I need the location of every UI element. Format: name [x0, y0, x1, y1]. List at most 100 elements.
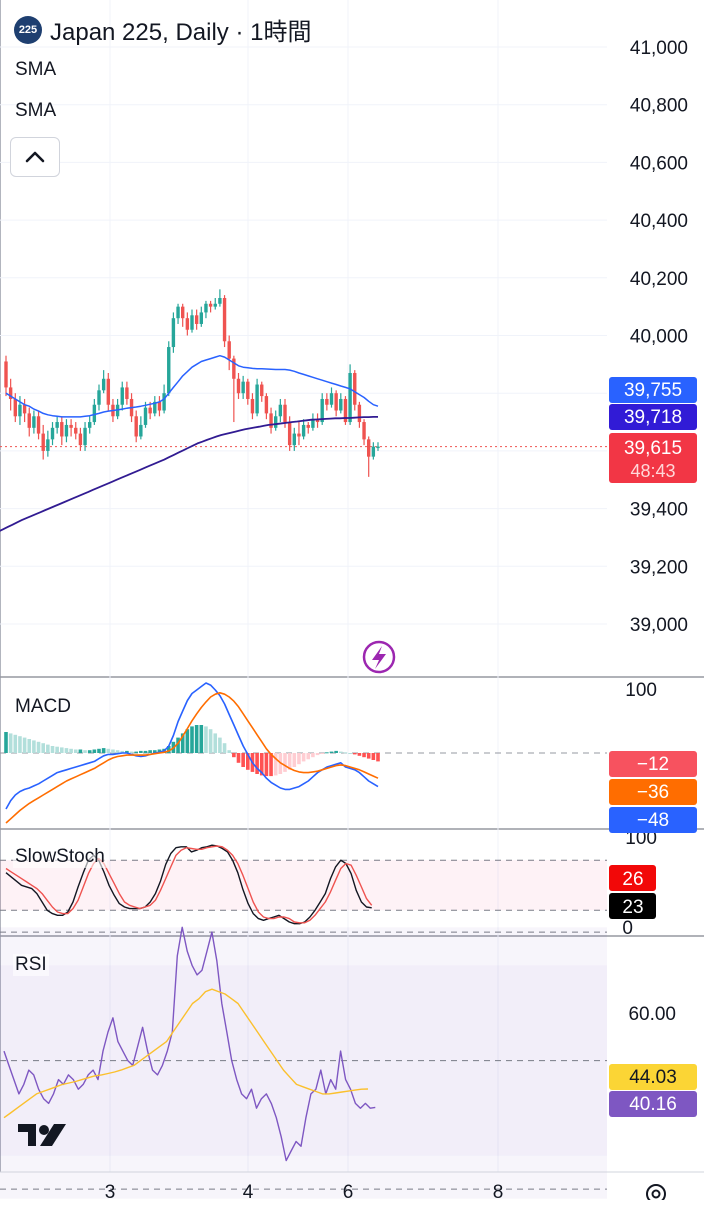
rsi-label[interactable]: RSI	[13, 954, 49, 976]
candle-body	[171, 318, 176, 348]
candle-body	[255, 384, 259, 414]
macd-histogram-bar	[83, 750, 87, 753]
macd-histogram-bar	[143, 750, 148, 753]
candle	[69, 419, 73, 437]
candle-body	[190, 315, 194, 330]
macd-histogram-bar	[125, 750, 129, 753]
candle	[301, 419, 306, 440]
macd-value-badge-bg	[609, 751, 697, 777]
macd-histogram-bar	[259, 753, 264, 776]
candle	[325, 393, 329, 411]
macd-histogram-bar	[111, 749, 115, 753]
macd-label[interactable]: MACD	[13, 696, 73, 718]
candle-body	[232, 358, 236, 379]
candle	[101, 370, 106, 394]
candle-body	[125, 387, 129, 399]
sma-label-1[interactable]: SMA	[15, 59, 57, 80]
collapse-indicators-button[interactable]	[10, 137, 60, 177]
lightning-icon[interactable]	[362, 640, 396, 674]
candle	[348, 364, 352, 425]
candle-body	[278, 404, 283, 417]
candle	[320, 393, 324, 425]
stoch-band	[0, 860, 607, 911]
sma-label-2[interactable]: SMA	[15, 100, 57, 121]
price-tick-label: 39,200	[630, 557, 688, 578]
macd-histogram-bar	[334, 750, 338, 753]
macd-histogram-bar	[180, 733, 185, 753]
candle-body	[97, 390, 101, 405]
macd-histogram-bar	[236, 753, 241, 763]
macd-histogram-bar	[8, 733, 13, 753]
macd-histogram-bar	[329, 751, 334, 753]
candle-body	[69, 424, 73, 428]
tradingview-logo[interactable]	[18, 1122, 70, 1155]
candle-body	[78, 433, 83, 446]
candle-body	[325, 398, 329, 405]
macd-histogram-bar	[232, 753, 236, 758]
macd-histogram-bar	[153, 750, 157, 753]
macd-histogram-bar	[27, 739, 32, 753]
gear-icon[interactable]	[644, 1180, 668, 1205]
candle	[306, 422, 310, 434]
macd-value-badge: −12	[609, 751, 697, 777]
stoch-k-line	[5, 844, 372, 925]
candle-body	[287, 422, 292, 446]
candle	[97, 384, 101, 411]
macd-histogram-bar	[190, 726, 194, 753]
rsi-value-badge: 40.16	[609, 1091, 697, 1117]
candle	[250, 393, 255, 420]
candle-body	[74, 427, 78, 434]
macd-histogram-bar	[366, 753, 371, 759]
candle-body	[329, 393, 334, 405]
candle-body	[292, 433, 296, 446]
candle-body	[357, 404, 362, 423]
candle	[204, 300, 208, 319]
candle	[27, 407, 31, 437]
candle	[362, 419, 366, 446]
chevron-up-icon	[25, 151, 45, 163]
candle	[190, 309, 194, 333]
macd-histogram-bar	[139, 750, 143, 753]
candle-body	[176, 306, 180, 319]
candle-body	[162, 393, 166, 411]
stoch-value-badge	[609, 865, 656, 891]
macd-value-badge-text: −48	[637, 810, 669, 831]
stoch-label[interactable]: SlowStoch	[13, 846, 107, 868]
candle-body	[143, 407, 148, 425]
candle-body	[283, 404, 287, 423]
candle-body	[236, 378, 241, 394]
sma-fast-line	[5, 354, 379, 418]
candle	[171, 312, 176, 353]
price-tick-label: 40,200	[630, 269, 688, 290]
candle-body	[353, 373, 357, 405]
candle-body	[371, 446, 376, 457]
price-tick-label: 40,000	[630, 327, 688, 348]
macd-histogram-bar	[13, 734, 18, 753]
candle	[236, 373, 241, 399]
stoch-value-text: 26	[622, 869, 643, 890]
candle-body	[64, 424, 69, 437]
sma-fast-badge: 39,755	[609, 377, 697, 403]
x-tick-label: 6	[343, 1182, 354, 1200]
candle	[292, 427, 296, 451]
candle-body	[320, 398, 324, 423]
candle-body	[204, 303, 208, 313]
candle	[46, 430, 50, 457]
macd-histogram-bar	[362, 753, 366, 758]
macd-histogram-bar	[255, 753, 259, 774]
candle-body	[185, 318, 190, 330]
macd-value-badge-bg	[609, 779, 697, 805]
candle	[376, 442, 380, 451]
candle-body	[22, 404, 27, 414]
candle	[92, 398, 97, 425]
macd-histogram-bar	[64, 748, 69, 753]
candle	[78, 427, 83, 451]
chart-header[interactable]: 225 Japan 225, Daily · 1時間	[14, 12, 311, 47]
rsi-ma-line	[3, 988, 369, 1119]
macd-histogram-bar	[78, 749, 83, 753]
candle	[297, 422, 301, 446]
macd-histogram-bar	[176, 737, 180, 753]
candle	[176, 303, 180, 324]
macd-histogram-bar	[339, 751, 343, 753]
candle-body	[41, 433, 45, 451]
